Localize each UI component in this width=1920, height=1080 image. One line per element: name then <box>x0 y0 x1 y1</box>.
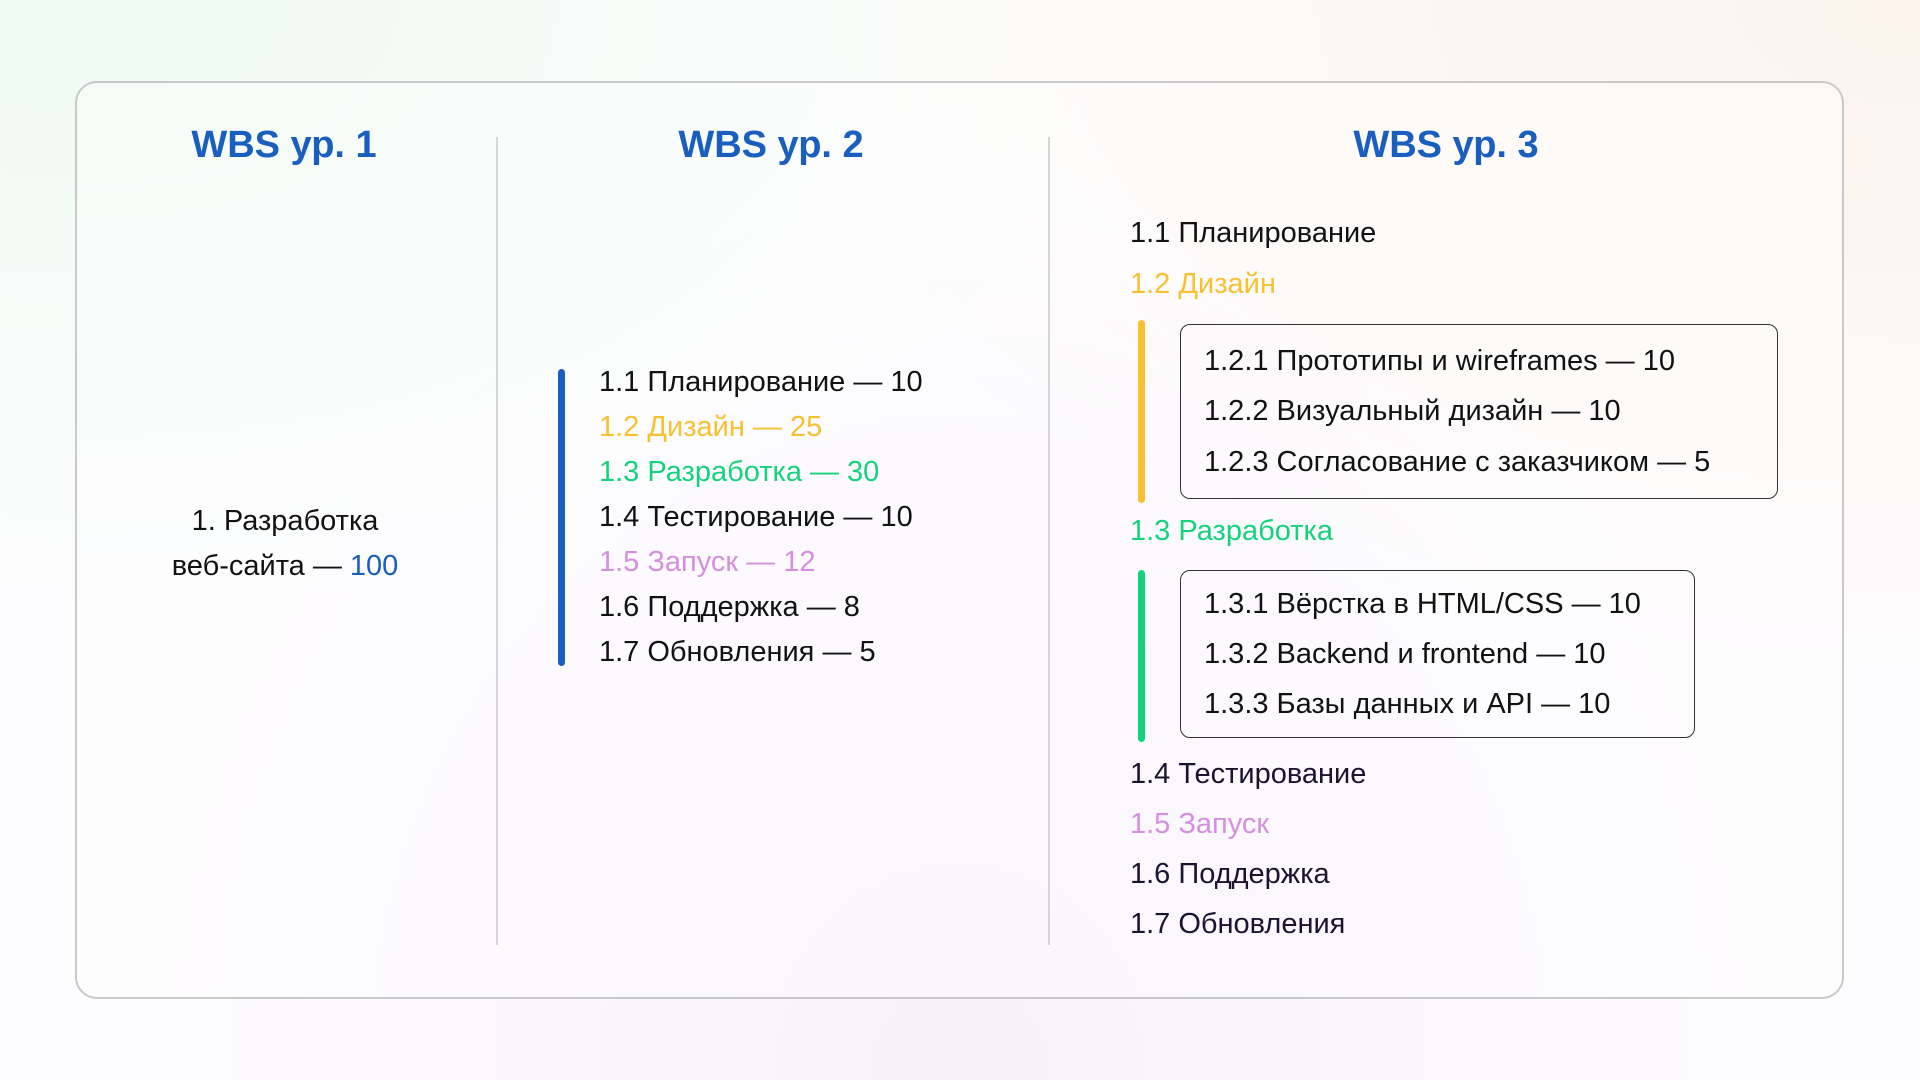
level3-item: 1.7 Обновления <box>1130 908 1346 940</box>
level2-item: 1.4 Тестирование — 10 <box>599 501 913 533</box>
level2-item: 1.6 Поддержка — 8 <box>599 591 860 623</box>
level2-item: 1.1 Планирование — 10 <box>599 366 923 398</box>
level3-item: 1.4 Тестирование <box>1130 758 1367 790</box>
heading-level-1: WBS ур. 1 <box>191 124 377 166</box>
dev-subtasks-box <box>1180 570 1695 738</box>
column-divider <box>1048 137 1050 945</box>
level3-item: 1.5 Запуск <box>1130 808 1270 840</box>
dev-green-bar <box>1138 570 1145 742</box>
level1-value: 100 <box>349 550 399 582</box>
level1-line2: веб-сайта — 100 <box>172 544 399 589</box>
level3-subitem: 1.3.3 Базы данных и API — 10 <box>1204 688 1611 720</box>
level3-item: 1.3 Разработка <box>1130 515 1333 547</box>
level3-item: 1.1 Планирование <box>1130 217 1377 249</box>
level3-subitem: 1.3.2 Backend и frontend — 10 <box>1204 638 1606 670</box>
level2-item: 1.2 Дизайн — 25 <box>599 411 823 443</box>
level2-item: 1.3 Разработка — 30 <box>599 456 880 488</box>
level3-subitem: 1.3.1 Вёрстка в HTML/CSS — 10 <box>1204 588 1641 620</box>
level3-item: 1.6 Поддержка <box>1130 858 1330 890</box>
level3-subitem: 1.2.2 Визуальный дизайн — 10 <box>1204 395 1621 427</box>
level2-item: 1.7 Обновления — 5 <box>599 636 876 668</box>
level3-subitem: 1.2.3 Согласование с заказчиком — 5 <box>1204 446 1711 478</box>
heading-level-3: WBS ур. 3 <box>1353 124 1539 166</box>
level2-blue-bar <box>558 369 565 666</box>
level1-item: 1. Разработка веб-сайта — 100 <box>172 499 399 589</box>
level3-item: 1.2 Дизайн <box>1130 268 1276 300</box>
heading-level-2: WBS ур. 2 <box>678 124 864 166</box>
level1-line1: 1. Разработка <box>191 505 379 537</box>
level1-label: веб-сайта — <box>171 550 342 582</box>
wbs-card <box>75 81 1844 999</box>
level3-subitem: 1.2.1 Прототипы и wireframes — 10 <box>1204 345 1675 377</box>
level2-item: 1.5 Запуск — 12 <box>599 546 816 578</box>
design-yellow-bar <box>1138 320 1145 503</box>
column-divider <box>496 137 498 945</box>
design-subtasks-box <box>1180 324 1778 499</box>
